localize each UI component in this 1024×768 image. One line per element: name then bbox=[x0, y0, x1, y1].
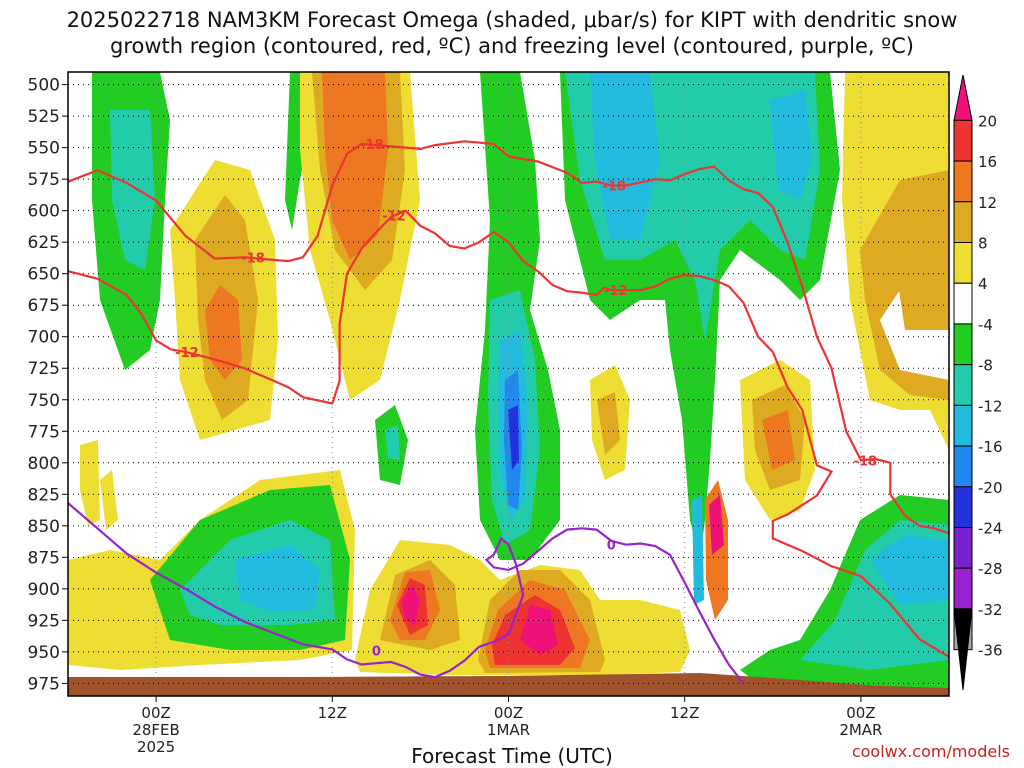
colorbar-label: 16 bbox=[978, 153, 997, 171]
omega-region bbox=[762, 410, 795, 470]
y-tick-label: 700 bbox=[28, 328, 60, 348]
colorbar-label: -8 bbox=[978, 357, 993, 375]
omega-region bbox=[80, 440, 100, 525]
contour-label: -18 bbox=[241, 251, 265, 266]
contour-label: -12 bbox=[175, 346, 199, 361]
contour-labels: -18 -18 -12 -12 -18 -12 -18 0 0 bbox=[175, 138, 878, 660]
contour-label: -12 bbox=[382, 210, 406, 225]
colorbar-label: -24 bbox=[978, 520, 1003, 538]
colorbar-band bbox=[953, 160, 973, 203]
omega-region bbox=[235, 545, 320, 612]
chart-title-line-2: growth region (contoured, red, ºC) and f… bbox=[110, 34, 914, 58]
x-axis-title: Forecast Time (UTC) bbox=[411, 744, 613, 768]
omega-region bbox=[870, 535, 949, 605]
x-tick-label: 00Z bbox=[846, 704, 875, 722]
dendritic-contour-line bbox=[67, 209, 950, 658]
omega-shading bbox=[68, 72, 949, 690]
omega-region bbox=[100, 470, 118, 530]
contour-label: 0 bbox=[372, 645, 381, 660]
contour-label: 0 bbox=[607, 539, 616, 554]
colorbar-label: -4 bbox=[978, 316, 993, 334]
omega-region bbox=[770, 90, 812, 200]
y-tick-label: 850 bbox=[28, 517, 60, 537]
x-tick-label: 12Z bbox=[670, 704, 699, 722]
omega-region bbox=[709, 495, 724, 555]
y-tick-label: 975 bbox=[28, 674, 60, 694]
x-tick-label: 2MAR bbox=[839, 721, 882, 739]
colorbar-cap-bottom bbox=[953, 608, 973, 691]
colorbar-label: -12 bbox=[978, 397, 1003, 415]
omega-region bbox=[322, 72, 388, 260]
colorbar-label: -28 bbox=[978, 560, 1003, 578]
contour-label: -18 bbox=[360, 138, 384, 153]
y-tick-label: 600 bbox=[28, 202, 60, 222]
contour-label: -12 bbox=[604, 284, 628, 299]
omega-region bbox=[110, 110, 155, 270]
colorbar-band bbox=[953, 567, 973, 610]
y-tick-label: 500 bbox=[28, 76, 60, 96]
y-tick-label: 750 bbox=[28, 391, 60, 411]
y-tick-label: 550 bbox=[28, 139, 60, 159]
credit-label: coolwx.com/models bbox=[851, 742, 1010, 761]
colorbar-band bbox=[953, 486, 973, 528]
y-tick-label: 650 bbox=[28, 265, 60, 285]
omega-region bbox=[520, 605, 558, 655]
contour-label: -18 bbox=[602, 179, 626, 194]
freezing-level-line bbox=[67, 502, 745, 685]
omega-region bbox=[692, 495, 704, 605]
chart-title-line-1: 2025022718 NAM3KM Forecast Omega (shaded… bbox=[66, 8, 958, 32]
x-tick-label: 28FEB bbox=[132, 721, 179, 739]
omega-region bbox=[508, 405, 519, 470]
colorbar-band bbox=[953, 282, 973, 325]
x-tick-label: 1MAR bbox=[487, 721, 530, 739]
dendritic-contour-line bbox=[67, 140, 950, 535]
y-tick-label: 575 bbox=[28, 170, 60, 190]
omega-region bbox=[890, 200, 949, 330]
y-tick-label: 525 bbox=[28, 107, 60, 127]
omega-region bbox=[590, 72, 660, 240]
omega-region bbox=[597, 392, 620, 455]
x-tick-label: 12Z bbox=[318, 704, 347, 722]
omega-region bbox=[205, 285, 242, 380]
omega-region bbox=[385, 425, 400, 460]
y-tick-label: 875 bbox=[28, 548, 60, 568]
colorbar-label: -32 bbox=[978, 601, 1003, 619]
colorbar-band bbox=[953, 527, 973, 569]
colorbar-label: -20 bbox=[978, 479, 1003, 497]
colorbar-band bbox=[953, 445, 973, 488]
y-tick-label: 925 bbox=[28, 611, 60, 631]
omega-region bbox=[402, 585, 420, 625]
y-tick-label: 725 bbox=[28, 359, 60, 379]
terrain-ground bbox=[68, 673, 949, 696]
y-axis-ticks: 500 525 550 575 600 625 650 675 700 725 750 775 800 8… bbox=[28, 76, 68, 694]
colorbar: 20 16 12 8 4 -4 -8 -12 -16 -20 -24 -28 -32 -36 bbox=[953, 74, 1003, 691]
colorbar-label: 4 bbox=[978, 275, 988, 293]
y-tick-label: 625 bbox=[28, 233, 60, 253]
colorbar-label: 20 bbox=[978, 112, 997, 130]
colorbar-band bbox=[953, 119, 973, 162]
x-tick-label: 00Z bbox=[494, 704, 523, 722]
y-tick-label: 825 bbox=[28, 485, 60, 505]
colorbar-band bbox=[953, 404, 973, 447]
temperature-contours bbox=[67, 140, 950, 685]
x-tick-label: 00Z bbox=[141, 704, 170, 722]
colorbar-band bbox=[953, 242, 973, 284]
colorbar-label: -16 bbox=[978, 438, 1003, 456]
y-tick-label: 775 bbox=[28, 422, 60, 442]
colorbar-label: 12 bbox=[978, 194, 997, 212]
x-tick-label: 2025 bbox=[137, 738, 175, 756]
colorbar-band bbox=[953, 323, 973, 366]
y-tick-label: 800 bbox=[28, 454, 60, 474]
colorbar-label: 8 bbox=[978, 235, 988, 253]
y-tick-label: 950 bbox=[28, 643, 60, 663]
colorbar-label: -36 bbox=[978, 642, 1003, 660]
colorbar-cap-top bbox=[953, 74, 973, 121]
y-tick-label: 675 bbox=[28, 296, 60, 316]
y-tick-label: 900 bbox=[28, 580, 60, 600]
colorbar-band bbox=[953, 201, 973, 244]
contour-label: -18 bbox=[854, 454, 878, 469]
colorbar-band bbox=[953, 364, 973, 406]
